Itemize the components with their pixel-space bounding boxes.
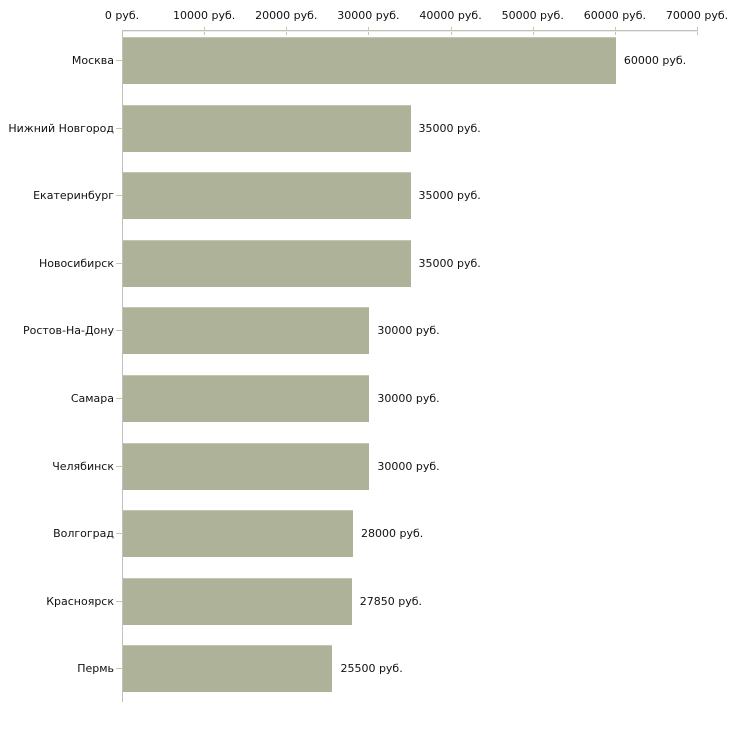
bar — [123, 510, 353, 558]
bar — [123, 375, 370, 422]
bar — [123, 239, 411, 287]
bar-row: Красноярск 27850 руб. — [0, 577, 730, 625]
x-axis-tick-label: 10000 руб. — [173, 9, 236, 22]
category-label: Москва — [71, 54, 114, 67]
bar-row: Пермь 25500 руб. — [0, 645, 730, 693]
bar-row: Челябинск 30000 руб. — [0, 442, 730, 490]
y-axis-tick-mark — [116, 668, 122, 670]
x-axis-line-shadow — [122, 31, 698, 32]
bar — [123, 104, 411, 152]
value-label: 60000 руб. — [623, 54, 687, 67]
bar — [123, 172, 411, 220]
y-axis-tick-mark — [116, 330, 122, 332]
category-label: Красноярск — [46, 594, 114, 608]
bar-row: Новосибирск 35000 руб. — [0, 239, 730, 287]
value-label: 25500 руб. — [340, 662, 403, 676]
y-axis-tick-mark — [116, 127, 122, 129]
y-axis-tick-mark — [116, 262, 122, 264]
category-label: Новосибирск — [38, 256, 114, 270]
y-axis-line — [122, 30, 123, 702]
bar — [123, 645, 333, 693]
bar-row: Москва 60000 руб. — [0, 37, 730, 84]
bar — [123, 442, 370, 490]
x-axis-tick-label: 40000 руб. — [419, 9, 482, 22]
x-axis-tick-label: 0 руб. — [104, 9, 140, 22]
bar-row: Ростов-На-Дону 30000 руб. — [0, 307, 730, 355]
category-label: Пермь — [77, 662, 114, 676]
bar — [123, 577, 352, 625]
value-label: 35000 руб. — [418, 256, 481, 270]
category-label: Ростов-На-Дону — [22, 324, 114, 338]
y-axis-tick-mark — [116, 465, 122, 467]
value-label: 30000 руб. — [377, 324, 440, 338]
category-label: Челябинск — [52, 459, 114, 473]
y-axis-tick-mark — [116, 533, 122, 535]
x-axis-tick-label: 60000 руб. — [583, 9, 646, 22]
x-axis-tick-label: 30000 руб. — [337, 9, 400, 22]
x-axis-tick-label: 50000 руб. — [501, 9, 564, 22]
value-label: 35000 руб. — [418, 121, 481, 135]
bar-row: Екатеринбург 35000 руб. — [0, 172, 730, 220]
y-axis-tick-mark — [116, 600, 122, 602]
bar — [123, 37, 616, 84]
category-label: Екатеринбург — [33, 189, 114, 203]
value-label: 30000 руб. — [377, 459, 440, 473]
value-label: 27850 руб. — [359, 594, 423, 608]
y-axis-tick-mark — [116, 398, 122, 399]
x-axis-tick-label: 70000 руб. — [665, 9, 729, 22]
bar-row: Нижний Новгород 35000 руб. — [0, 104, 730, 152]
bar-row: Самара 30000 руб. — [0, 375, 730, 422]
bar — [123, 307, 370, 355]
value-label: 35000 руб. — [418, 189, 481, 203]
value-label: 30000 руб. — [377, 392, 440, 405]
bar-row: Волгоград 28000 руб. — [0, 510, 730, 558]
value-label: 28000 руб. — [361, 527, 424, 541]
y-axis-tick-mark — [116, 60, 122, 61]
x-axis-line — [122, 30, 698, 31]
y-axis-tick-mark — [116, 195, 122, 197]
x-axis-tick-label: 20000 руб. — [255, 9, 318, 22]
category-label: Нижний Новгород — [8, 121, 114, 135]
category-label: Волгоград — [53, 527, 114, 541]
category-label: Самара — [70, 392, 114, 405]
